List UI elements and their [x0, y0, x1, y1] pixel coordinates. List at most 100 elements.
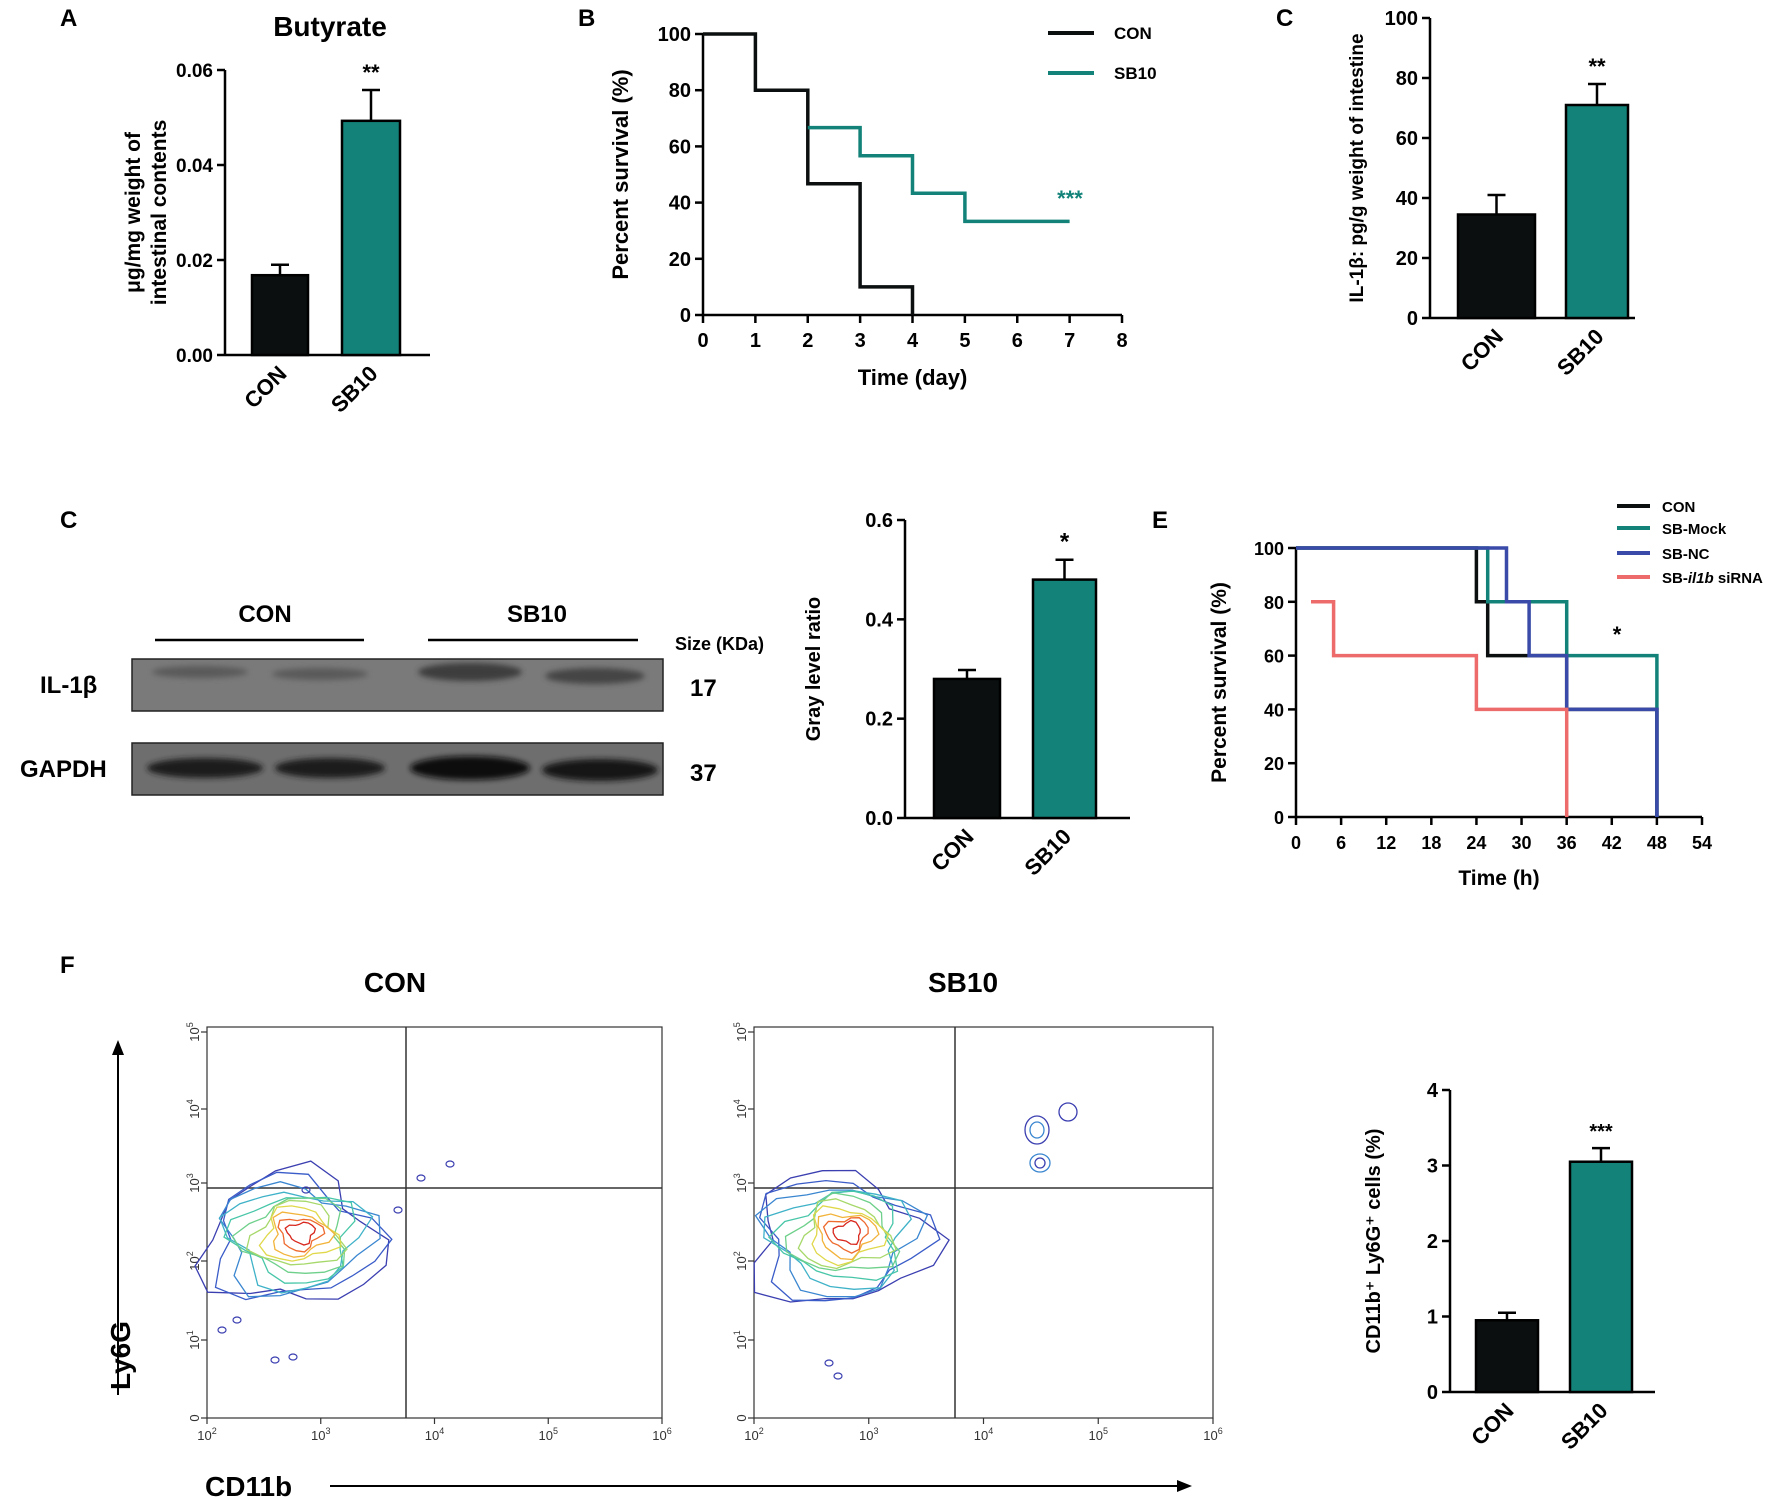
chart-b-survival-day: 0 20 40 60 80 100 0 1 2 3 4 5 6 7 8 Time (day) Percent s…: [608, 24, 1157, 390]
x-tick-label: 48: [1647, 833, 1667, 853]
y-tick-label: 80: [1264, 593, 1284, 613]
tick-exponent: 2: [732, 1251, 742, 1256]
x-tick-label: 8: [1116, 330, 1127, 352]
legend-label: SB-NC: [1662, 546, 1710, 563]
outlier-event: [393, 1206, 403, 1214]
tick-exponent: 3: [185, 1173, 195, 1178]
y-tick-label: 80: [1396, 68, 1418, 90]
y-tick-label: 100: [1254, 539, 1284, 559]
density-contour: [817, 1213, 880, 1261]
x-tick-label: 104: [425, 1426, 444, 1443]
tick-base: 10: [187, 1178, 202, 1192]
y-tick-label: 60: [669, 136, 691, 158]
outlier-event: [833, 1372, 843, 1380]
blot-band: [410, 756, 530, 780]
bar-con: [250, 273, 310, 357]
y-tick-label: 100: [658, 24, 691, 46]
y-tick-label: 60: [1396, 128, 1418, 150]
y-tick-label: 0.00: [176, 346, 213, 367]
density-contour: [284, 1221, 317, 1246]
panel-label-a: A: [60, 5, 77, 32]
x-tick-label: 2: [802, 330, 813, 352]
blot-band: [272, 668, 368, 680]
chart-c-gray-level-ratio: 0.0 0.2 0.4 0.6 CON * SB10 Gray level ratio: [803, 510, 1130, 880]
tick-base: 10: [311, 1428, 325, 1443]
outlier-event: [217, 1326, 227, 1334]
legend-label: CON: [1114, 24, 1152, 43]
y-tick-label: 80: [669, 80, 691, 102]
x-tick-label: 105: [539, 1426, 558, 1443]
panel-label-c-top: C: [1276, 5, 1293, 32]
bar-sb10: [1568, 1160, 1634, 1394]
y-tick-label: 1: [1427, 1307, 1438, 1329]
x-tick-label: 30: [1512, 833, 1532, 853]
ly6g-axis-label: Ly6G: [105, 1321, 136, 1390]
panel-label-c-blot: C: [60, 507, 77, 534]
y-axis-label: Percent survival (%): [608, 69, 633, 279]
blot-row-label-il1b: IL-1β: [40, 672, 97, 699]
y-tick-label: 0.4: [865, 609, 894, 631]
blot-row-size-gapdh: 37: [690, 760, 717, 787]
density-contour: [231, 1197, 346, 1274]
tick-exponent: 5: [553, 1426, 558, 1436]
chart-f-cd11b-ly6g-cells: 0 1 2 3 4 CON *** SB10 CD11b⁺ Ly6G⁺ cells (%): [1363, 1080, 1655, 1454]
bar-con: [932, 677, 1002, 820]
density-contour: [784, 1192, 901, 1272]
y-tick-label: 102: [185, 1251, 202, 1270]
tick-exponent: 1: [185, 1330, 195, 1335]
density-contour: [767, 1190, 899, 1281]
legend-label-part: SB-: [1662, 570, 1688, 587]
tick-exponent: 1: [732, 1330, 742, 1335]
blot-group-label-sb10: SB10: [507, 601, 567, 628]
y-tick-label: 102: [732, 1251, 749, 1270]
blot-band: [275, 758, 385, 778]
y-tick-label: 3: [1427, 1156, 1438, 1178]
outlier-event: [270, 1356, 280, 1364]
category-label: CON: [926, 824, 978, 876]
tick-base: 10: [1089, 1428, 1103, 1443]
series-line-sb-il1b-sirna: [1311, 600, 1569, 817]
y-axis-label: Percent survival (%): [1208, 582, 1231, 783]
y-tick-label: 0: [680, 305, 691, 327]
x-tick-label: 0: [1291, 833, 1301, 853]
chart-title: Butyrate: [273, 11, 387, 42]
y-axis-label: μg/mg weight of: [122, 131, 145, 293]
density-contour: [277, 1218, 326, 1253]
tick-exponent: 2: [212, 1426, 217, 1436]
outlier-event: [232, 1316, 242, 1324]
y-tick-label: 0: [1407, 308, 1418, 330]
positive-population-contour: [1029, 1121, 1045, 1139]
x-tick-label: 1: [750, 330, 761, 352]
panel-label-f: F: [60, 952, 75, 979]
blot-band: [542, 759, 658, 781]
outlier-event: [445, 1160, 455, 1168]
x-tick-label: 103: [311, 1426, 330, 1443]
cd11b-axis-label: CD11b: [205, 1471, 292, 1497]
chart-a-butyrate: 0.00 0.02 0.04 0.06 CON ** SB10 Butyrate μg/mg w…: [122, 11, 430, 417]
y-axis-label: intestinal contents: [148, 120, 171, 306]
positive-population-contour: [1058, 1102, 1078, 1122]
flow-plot-frame: [206, 1026, 663, 1419]
y-tick-label: 2: [1427, 1231, 1438, 1253]
outlier-event: [416, 1174, 426, 1182]
x-tick-label: 102: [197, 1426, 216, 1443]
density-contour: [758, 1179, 941, 1302]
y-tick-label: 0: [187, 1414, 202, 1421]
tick-base: 10: [197, 1428, 211, 1443]
y-axis-label: IL-1β: pg/g weight of intestine: [1347, 33, 1368, 302]
category-label: CON: [239, 361, 291, 413]
y-tick-label: 101: [185, 1330, 202, 1349]
y-tick-label: 4: [1427, 1080, 1439, 1102]
category-label: SB10: [1552, 324, 1609, 381]
density-contour: [822, 1217, 869, 1254]
significance-marker: ***: [1057, 186, 1083, 211]
bar-con: [1474, 1319, 1540, 1394]
tick-exponent: 4: [988, 1426, 993, 1436]
tick-base: 10: [187, 1256, 202, 1270]
legend-label: SB-il1b siRNA: [1662, 570, 1763, 587]
density-contour: [272, 1211, 336, 1258]
x-tick-label: 36: [1557, 833, 1577, 853]
density-contour: [754, 1189, 929, 1298]
y-tick-label: 20: [669, 249, 691, 271]
